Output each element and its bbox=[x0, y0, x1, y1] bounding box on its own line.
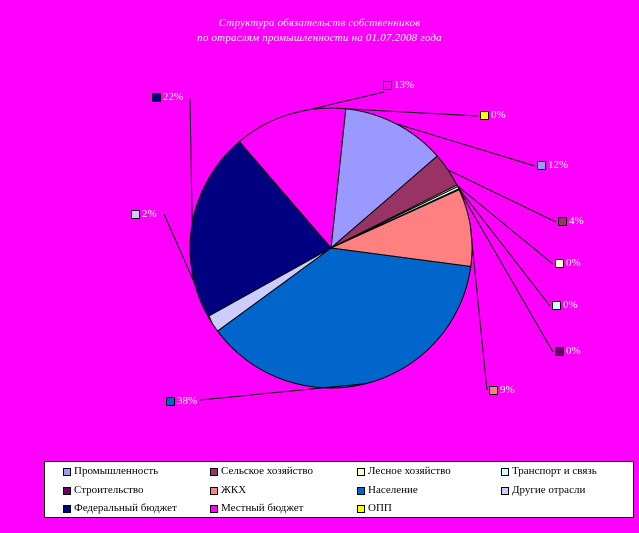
data-label-text: 9% bbox=[500, 384, 515, 396]
legend-item: Федеральный бюджет bbox=[63, 503, 177, 514]
legend-swatch bbox=[357, 467, 365, 476]
pie-slice bbox=[216, 247, 472, 389]
label-swatch bbox=[537, 161, 546, 170]
data-label: 0% bbox=[480, 110, 506, 121]
data-label-text: 13% bbox=[394, 79, 415, 91]
legend-item: Лесное хозяйство bbox=[357, 466, 451, 477]
leader-line bbox=[189, 98, 193, 224]
data-label: 38% bbox=[166, 396, 197, 407]
data-label: 0% bbox=[555, 346, 581, 357]
leader-line bbox=[395, 123, 536, 167]
label-swatch bbox=[552, 301, 561, 310]
legend-item: Население bbox=[357, 485, 418, 496]
chart-title-line-2: по отраслям промышленности на 01.07.2008… bbox=[197, 32, 442, 44]
data-label-text: 4% bbox=[569, 215, 584, 227]
data-label-text: 38% bbox=[177, 395, 198, 407]
legend-swatch bbox=[210, 467, 218, 476]
legend-item: Другие отрасли bbox=[501, 485, 585, 496]
label-swatch bbox=[558, 217, 567, 226]
legend-swatch bbox=[63, 467, 71, 476]
label-swatch bbox=[555, 259, 564, 268]
data-label: 0% bbox=[552, 300, 578, 311]
legend-label: ОПП bbox=[368, 502, 392, 514]
label-swatch bbox=[555, 347, 564, 356]
data-label-text: 0% bbox=[566, 257, 581, 269]
data-label: 0% bbox=[555, 258, 581, 269]
data-label-text: 0% bbox=[563, 299, 578, 311]
label-swatch bbox=[480, 111, 489, 120]
leader-line bbox=[458, 189, 554, 353]
legend-label: Население bbox=[368, 484, 418, 496]
data-label-text: 22% bbox=[163, 91, 184, 103]
legend-label: Лесное хозяйство bbox=[368, 465, 451, 477]
data-label: 22% bbox=[152, 92, 183, 103]
legend-swatch bbox=[357, 504, 365, 513]
legend-swatch bbox=[357, 486, 365, 495]
data-label-text: 0% bbox=[566, 345, 581, 357]
leader-line bbox=[199, 383, 367, 401]
legend-swatch bbox=[210, 486, 218, 495]
legend-item: ОПП bbox=[357, 503, 392, 514]
chart-title-line-1: Структура обязательств собственников bbox=[218, 17, 421, 29]
leader-line bbox=[457, 187, 551, 307]
legend-label: Транспорт и связь bbox=[512, 465, 597, 477]
data-label-text: 12% bbox=[548, 159, 569, 171]
legend-swatch bbox=[63, 504, 71, 513]
data-label: 12% bbox=[537, 160, 568, 171]
legend-swatch bbox=[501, 467, 509, 476]
legend-label: Сельское хозяйство bbox=[221, 465, 313, 477]
legend-label: Промышленность bbox=[74, 465, 159, 477]
label-swatch bbox=[152, 93, 161, 102]
label-swatch bbox=[383, 81, 392, 90]
legend-label: Местный бюджет bbox=[221, 502, 304, 514]
leader-line bbox=[289, 91, 385, 115]
legend-swatch bbox=[63, 486, 71, 495]
legend-item: Промышленность bbox=[63, 466, 158, 477]
data-label-text: 0% bbox=[491, 109, 506, 121]
legend-label: Строительство bbox=[74, 484, 144, 496]
legend-item: Сельское хозяйство bbox=[210, 466, 313, 477]
legend-item: Строительство bbox=[63, 485, 144, 496]
data-label: 9% bbox=[489, 385, 515, 396]
leader-line bbox=[447, 169, 557, 223]
chart-title: Структура обязательств собственников по … bbox=[0, 16, 639, 46]
chart-legend: Промышленность Сельское хозяйство Лесное х… bbox=[44, 461, 634, 518]
label-swatch bbox=[166, 397, 175, 406]
legend-item: Транспорт и связь bbox=[501, 466, 597, 477]
data-label: 13% bbox=[383, 80, 414, 91]
legend-item: Местный бюджет bbox=[210, 503, 303, 514]
legend-item: ЖКХ bbox=[210, 485, 246, 496]
label-swatch bbox=[489, 386, 498, 395]
data-label: 2% bbox=[131, 209, 157, 220]
legend-swatch bbox=[210, 504, 218, 513]
leader-line bbox=[345, 108, 479, 117]
data-label: 4% bbox=[558, 216, 584, 227]
leader-line bbox=[469, 227, 488, 391]
legend-label: Другие отрасли bbox=[512, 484, 586, 496]
legend-label: ЖКХ bbox=[221, 484, 247, 496]
legend-label: Федеральный бюджет bbox=[74, 502, 177, 514]
leader-line bbox=[456, 185, 554, 265]
legend-swatch bbox=[501, 486, 509, 495]
data-label-text: 2% bbox=[142, 208, 157, 220]
label-swatch bbox=[131, 210, 140, 219]
